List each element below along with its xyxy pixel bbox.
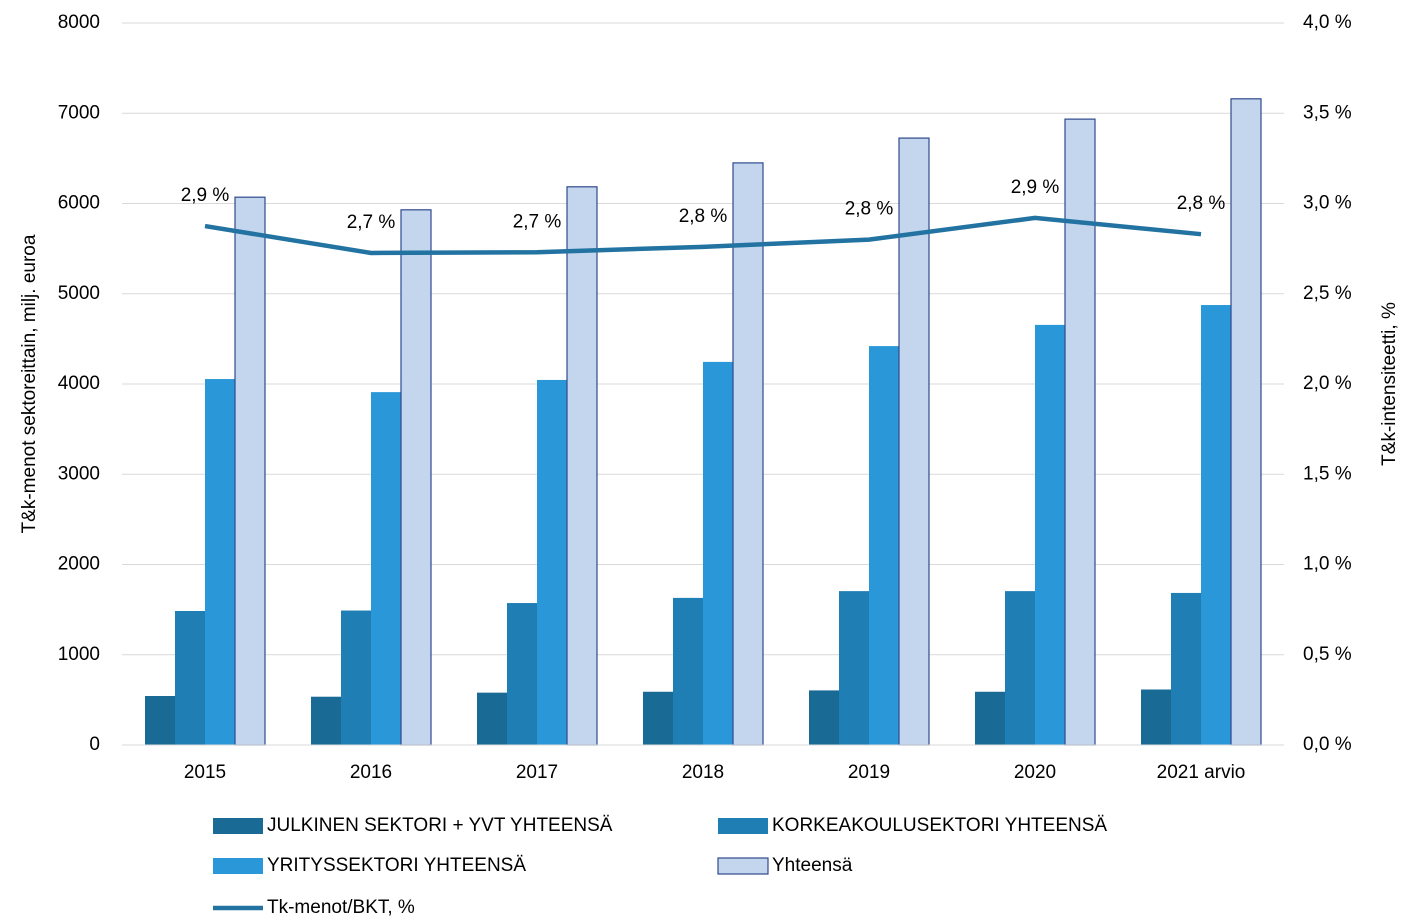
bar: [507, 603, 537, 745]
bar: [1141, 689, 1171, 745]
bar: [898, 137, 930, 746]
bar: [371, 392, 401, 745]
x-tick-label: 2021 arvio: [1157, 762, 1246, 783]
y2-tick-label: 4,0 %: [1303, 12, 1352, 33]
bar: [1035, 324, 1065, 745]
data-label: 2,8 %: [845, 199, 894, 220]
x-tick-label: 2018: [682, 762, 724, 783]
bar: [145, 695, 175, 745]
bar: [732, 162, 764, 746]
data-label: 2,7 %: [513, 211, 562, 232]
bar: [1201, 305, 1231, 745]
bar: [643, 691, 673, 745]
legend-label: Yhteensä: [772, 855, 853, 876]
legend-label: Tk-menot/BKT, %: [267, 897, 415, 918]
bar: [537, 379, 567, 745]
bar: [1064, 118, 1096, 746]
bar: [869, 346, 899, 745]
y-tick-label: 7000: [58, 102, 100, 123]
legend-swatch: [718, 818, 768, 834]
y2-tick-label: 2,5 %: [1303, 283, 1352, 304]
x-tick-label: 2020: [1014, 762, 1056, 783]
bar: [311, 696, 341, 745]
y-tick-label: 0: [89, 734, 100, 755]
bar: [477, 692, 507, 745]
legend-swatch: [213, 818, 263, 834]
y-tick-label: 4000: [58, 373, 100, 394]
bar: [1171, 592, 1201, 745]
data-label: 2,8 %: [1177, 193, 1226, 214]
y2-tick-label: 0,5 %: [1303, 644, 1352, 665]
data-label: 2,9 %: [1011, 177, 1060, 198]
bar: [839, 591, 869, 745]
bar: [1230, 98, 1262, 746]
bar: [205, 379, 235, 745]
bar: [341, 610, 371, 745]
x-tick-label: 2017: [516, 762, 558, 783]
y2-tick-label: 3,5 %: [1303, 102, 1352, 123]
bar: [673, 597, 703, 745]
y-tick-label: 6000: [58, 193, 100, 214]
x-tick-label: 2019: [848, 762, 890, 783]
y-tick-label: 1000: [58, 644, 100, 665]
y-tick-label: 8000: [58, 12, 100, 33]
line: [204, 215, 1202, 256]
data-label: 2,8 %: [679, 206, 728, 227]
legend-label: YRITYSSEKTORI YHTEENSÄ: [267, 855, 526, 876]
y2-tick-label: 0,0 %: [1303, 734, 1352, 755]
bar: [566, 186, 598, 746]
y2-tick-label: 1,5 %: [1303, 463, 1352, 484]
bar: [1005, 591, 1035, 745]
bar: [234, 196, 266, 746]
y-tick-label: 5000: [58, 283, 100, 304]
y2-axis-title: T&k-intensiteetti, %: [1379, 302, 1400, 466]
y2-tick-label: 3,0 %: [1303, 193, 1352, 214]
y-tick-label: 3000: [58, 463, 100, 484]
bar: [175, 610, 205, 745]
legend-label: KORKEAKOULUSEKTORI YHTEENSÄ: [772, 815, 1107, 836]
legend-label: JULKINEN SEKTORI + YVT YHTEENSÄ: [267, 815, 613, 836]
x-tick-label: 2016: [350, 762, 392, 783]
y2-tick-label: 1,0 %: [1303, 554, 1352, 575]
bar: [400, 209, 432, 746]
data-label: 2,9 %: [181, 185, 230, 206]
legend-swatch: [213, 858, 263, 874]
y2-tick-label: 2,0 %: [1303, 373, 1352, 394]
legend-swatch: [717, 857, 769, 875]
bar: [809, 690, 839, 745]
x-tick-label: 2015: [184, 762, 226, 783]
bar: [703, 361, 733, 745]
y-tick-label: 2000: [58, 554, 100, 575]
bar: [975, 691, 1005, 745]
data-label: 2,7 %: [347, 212, 396, 233]
y-axis-title: T&k-menot sektoreittain, milj. euroa: [19, 234, 40, 533]
